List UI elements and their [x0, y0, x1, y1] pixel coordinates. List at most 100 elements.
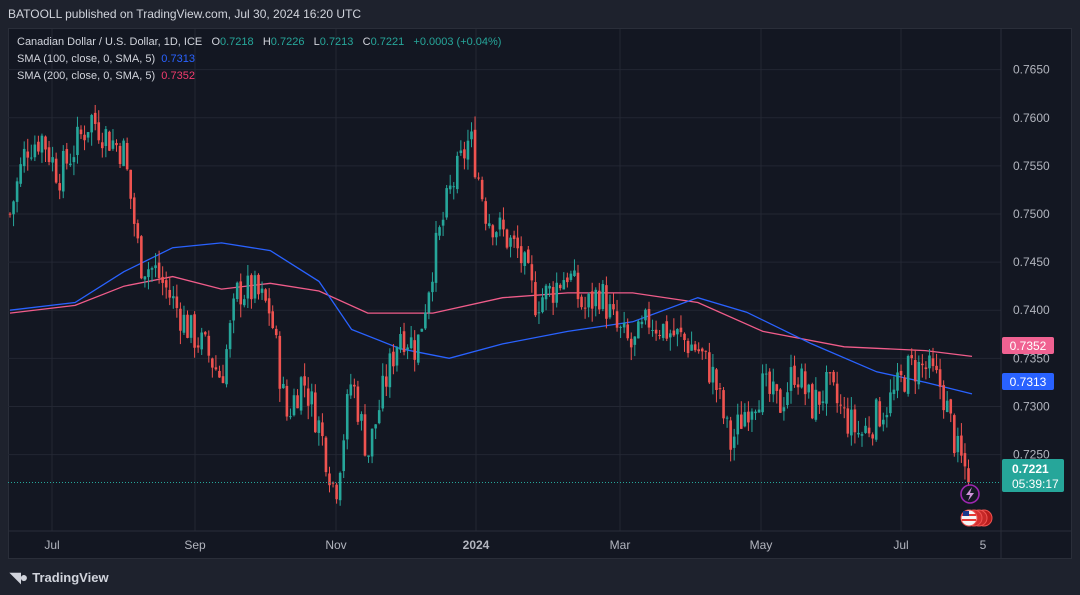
sma100-line-layer [9, 242, 973, 395]
candle-body [463, 149, 466, 159]
candle-body [771, 381, 775, 395]
candle-body [86, 132, 90, 138]
candle-body [903, 377, 906, 392]
candle-body [335, 484, 338, 500]
candle-body [828, 372, 832, 374]
candle-body [310, 391, 314, 405]
candle-body [143, 276, 147, 280]
economic-events-flags-icon[interactable] [960, 509, 993, 527]
candle-body [889, 392, 892, 414]
lightning-icon[interactable] [960, 484, 980, 504]
candle-body [154, 265, 157, 269]
candle-body [257, 274, 260, 295]
tradingview-footer[interactable]: ◥● TradingView [10, 566, 109, 588]
candle-body [136, 223, 140, 239]
candle-body [899, 370, 903, 376]
candle-body [676, 328, 679, 335]
candle-body [97, 122, 101, 141]
x-tick-label: Jul [44, 538, 59, 552]
candle-body [76, 126, 79, 156]
candle-body [867, 427, 871, 434]
candle-body [292, 395, 296, 416]
chart-frame[interactable] [8, 28, 1072, 559]
candle-body [409, 337, 413, 349]
candle-body [516, 237, 519, 249]
candle-body [115, 143, 118, 146]
candle-body [757, 409, 761, 413]
candle-body [938, 369, 942, 387]
candle-body [26, 151, 30, 158]
candle-body [388, 353, 392, 388]
candle-body [360, 414, 363, 421]
y-tick-label: 0.7650 [1013, 63, 1050, 77]
candle-body [825, 371, 828, 404]
candle-body [30, 157, 33, 159]
candle-body [729, 420, 732, 450]
candle-body [381, 375, 385, 409]
candle-body [161, 276, 164, 283]
candle-body [239, 281, 243, 305]
candle-body [566, 277, 569, 283]
candle-body [534, 282, 537, 316]
candle-body [548, 285, 551, 289]
candle-body [608, 304, 612, 318]
candle-body [392, 351, 395, 367]
candle-body [803, 371, 807, 395]
candle-body [306, 388, 310, 406]
candle-body [271, 311, 274, 329]
candle-body [523, 252, 527, 266]
candle-body [125, 143, 129, 170]
candle-body [211, 358, 214, 368]
candle-body [182, 314, 186, 333]
candle-body [456, 155, 459, 190]
candle-body [786, 392, 789, 406]
candle-body [22, 148, 26, 167]
candle-body [789, 367, 793, 391]
candle-body [551, 286, 555, 303]
candle-body [267, 298, 271, 314]
candle-body [842, 407, 846, 409]
candle-body [385, 376, 388, 387]
candle-body [164, 280, 168, 288]
candle-body [250, 275, 253, 300]
candle-body [69, 163, 72, 166]
candle-body [661, 323, 665, 338]
candle-body [612, 304, 615, 310]
candle-body [921, 363, 924, 366]
x-tick-label: 2024 [463, 538, 490, 552]
candle-body [214, 367, 218, 370]
candle-body [406, 347, 409, 350]
candle-body [846, 408, 850, 434]
candle-body [278, 335, 282, 389]
sma100-legend-row: SMA (100, close, 0, SMA, 5) 0.7313 [17, 51, 501, 68]
candle-body [448, 185, 452, 190]
candle-body [505, 229, 509, 248]
candle-body [90, 115, 93, 133]
candle-body [37, 141, 40, 152]
candle-body [598, 290, 601, 310]
candle-body [509, 237, 512, 247]
candle-body [221, 376, 225, 383]
candle-body [274, 328, 278, 336]
y-tick-label: 0.7300 [1013, 399, 1050, 413]
low-value: 0.7213 [319, 36, 354, 48]
candle-body [203, 332, 207, 335]
candle-body [111, 140, 115, 149]
candle-body [700, 348, 704, 352]
candle-body [193, 314, 196, 348]
candle-body [736, 414, 740, 435]
svg-text:05:39:17: 05:39:17 [1012, 477, 1059, 491]
candle-body [147, 269, 150, 278]
candle-body [207, 335, 211, 356]
candle-body [299, 377, 303, 411]
candle-body [129, 169, 132, 199]
candle-body [495, 232, 498, 238]
candle-body [47, 147, 51, 163]
candle-body [83, 134, 86, 141]
candle-body [761, 373, 764, 413]
candle-body [132, 197, 136, 224]
candle-body [416, 334, 420, 363]
candle-body [878, 401, 882, 427]
candle-body [885, 415, 889, 418]
